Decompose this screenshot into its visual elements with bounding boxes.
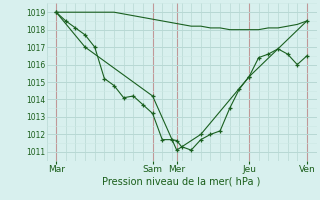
X-axis label: Pression niveau de la mer( hPa ): Pression niveau de la mer( hPa ) — [102, 177, 261, 187]
